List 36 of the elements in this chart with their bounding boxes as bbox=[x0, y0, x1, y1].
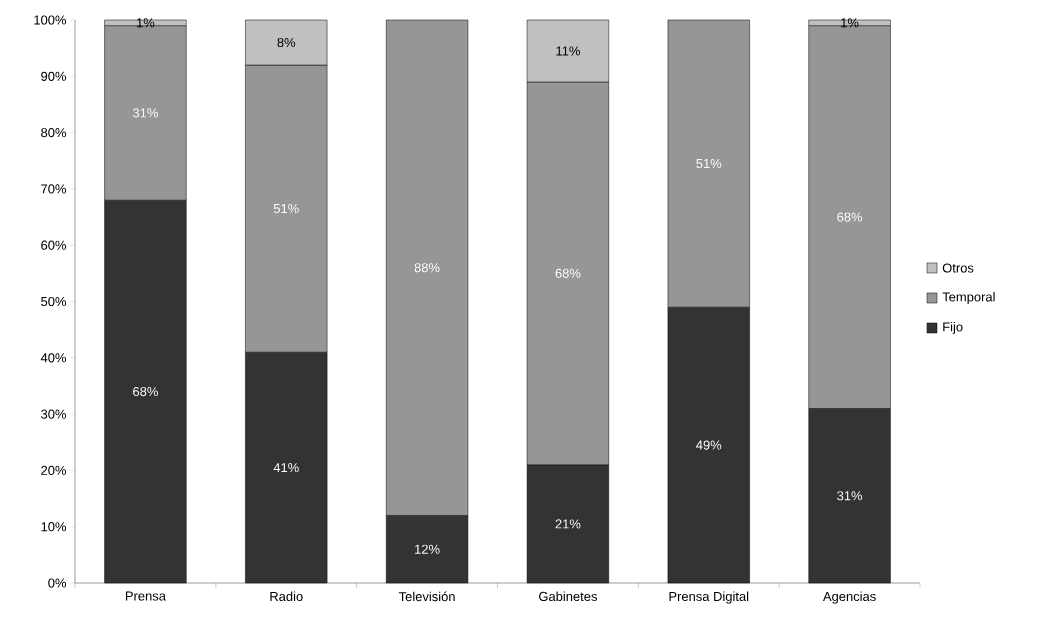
data-label: 21% bbox=[555, 519, 581, 529]
y-tick-label: 20% bbox=[41, 465, 67, 475]
x-tick-label: Radio bbox=[270, 591, 303, 602]
data-label: 31% bbox=[132, 108, 158, 118]
legend-label: Fijo bbox=[943, 321, 963, 335]
x-tick-label: Prensa bbox=[125, 591, 166, 601]
data-label: 88% bbox=[414, 263, 440, 273]
legend-label: Temporal bbox=[942, 291, 995, 305]
y-tick-label: 100% bbox=[34, 15, 67, 25]
data-label: 41% bbox=[273, 463, 299, 473]
legend-label: Otros bbox=[942, 263, 974, 273]
data-label: 1% bbox=[137, 18, 155, 28]
data-label: 1% bbox=[841, 18, 859, 28]
x-tick-label: Prensa Digital bbox=[669, 591, 749, 604]
y-tick-label: 50% bbox=[41, 296, 67, 307]
data-label: 51% bbox=[696, 159, 722, 169]
data-label: 12% bbox=[415, 544, 440, 554]
data-label: 49% bbox=[696, 440, 722, 450]
x-tick-label: Gabinetes bbox=[539, 591, 597, 602]
y-tick-label: 30% bbox=[41, 409, 67, 419]
x-tick-label: Agencias bbox=[822, 591, 876, 604]
y-tick-label: 10% bbox=[41, 522, 67, 532]
y-tick-label: 70% bbox=[41, 184, 67, 194]
data-label: 11% bbox=[556, 46, 580, 56]
y-tick-label: 0% bbox=[48, 578, 67, 588]
x-tick-label: Televisión bbox=[398, 591, 455, 602]
data-label: 68% bbox=[133, 386, 158, 397]
data-label: 31% bbox=[837, 491, 863, 501]
y-tick-label: 80% bbox=[41, 128, 67, 138]
data-label: 68% bbox=[555, 268, 581, 278]
data-label: 51% bbox=[273, 204, 299, 214]
data-label: 8% bbox=[277, 37, 296, 48]
data-label: 68% bbox=[837, 212, 863, 222]
y-tick-label: 40% bbox=[40, 353, 67, 363]
y-tick-label: 90% bbox=[41, 71, 67, 81]
y-tick-label: 60% bbox=[41, 240, 67, 250]
